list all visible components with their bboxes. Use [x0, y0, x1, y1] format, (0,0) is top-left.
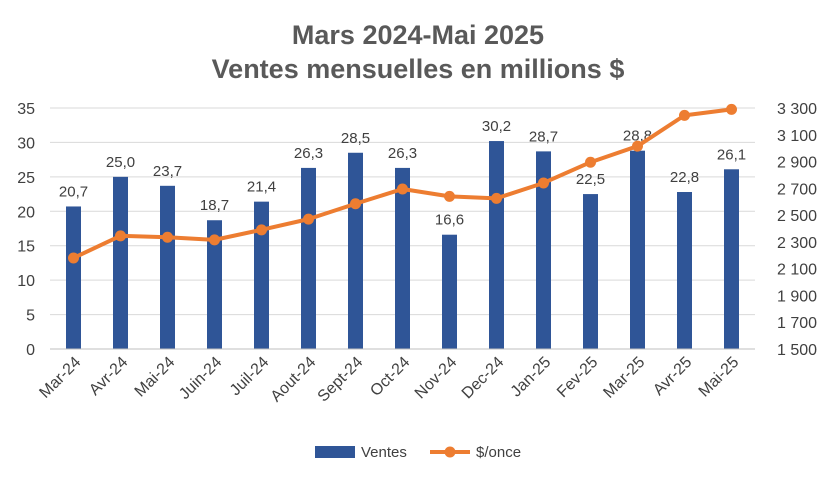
ventes-bar: [395, 167, 410, 349]
ventes-bar: [207, 220, 222, 349]
right-y-tick-label: 2 100: [777, 262, 817, 279]
right-y-tick-label: 2 500: [777, 208, 817, 225]
ventes-data-labels: 20,7 25,0 23,7 18,7 21,4 26,3 28,5 26,3 16,6 30,2…: [59, 118, 746, 229]
legend-price-label: $/once: [476, 444, 521, 461]
x-tick-label: Avr-25: [650, 354, 695, 399]
price-point: [726, 103, 737, 115]
price-point: [256, 224, 267, 236]
ventes-data-label: 23,7: [153, 163, 182, 180]
ventes-bar: [66, 206, 81, 349]
x-tick-label: Mar-24: [36, 354, 84, 402]
ventes-bar: [630, 150, 645, 349]
legend-ventes-swatch: [315, 446, 355, 458]
price-point: [679, 109, 690, 121]
ventes-bar: [301, 167, 316, 349]
ventes-bar: [677, 192, 692, 349]
right-y-tick-label: 2 900: [777, 155, 817, 172]
ventes-bar: [489, 141, 504, 349]
right-y-tick-label: 3 300: [777, 101, 817, 118]
ventes-bar: [160, 185, 175, 349]
ventes-bar: [254, 201, 269, 349]
x-tick-label: Jan-25: [508, 354, 555, 401]
price-line-series: [68, 103, 737, 264]
price-point: [68, 252, 79, 264]
ventes-data-label: 26,3: [388, 145, 417, 162]
legend-price-swatch-marker: [444, 446, 456, 458]
right-y-tick-label: 1 900: [777, 288, 817, 305]
right-y-tick-label: 1 700: [777, 315, 817, 332]
x-tick-label: Sept-24: [315, 354, 367, 406]
x-tick-label: Juil-24: [227, 354, 272, 399]
price-point: [632, 140, 643, 152]
ventes-data-label: 21,4: [247, 179, 276, 196]
left-y-tick-label: 20: [17, 204, 35, 221]
left-y-axis: 0 5 10 15 20 25 30 35: [17, 101, 35, 359]
ventes-bar: [113, 176, 128, 349]
left-y-tick-label: 35: [17, 101, 35, 118]
x-tick-label: Mai-25: [696, 354, 743, 401]
right-y-tick-label: 3 100: [777, 128, 817, 145]
ventes-bar: [348, 152, 363, 349]
x-tick-label: Fev-25: [554, 354, 601, 401]
left-y-tick-label: 0: [26, 342, 35, 359]
ventes-bars: [66, 141, 739, 349]
ventes-data-label: 26,1: [717, 146, 746, 163]
x-tick-label: Juin-24: [176, 354, 225, 403]
price-point: [444, 190, 455, 202]
right-y-tick-label: 2 700: [777, 181, 817, 198]
left-y-tick-label: 10: [17, 273, 35, 290]
legend: Ventes $/once: [315, 444, 521, 461]
right-y-tick-label: 2 300: [777, 235, 817, 252]
ventes-bar: [536, 151, 551, 349]
ventes-bar: [583, 194, 598, 349]
x-tick-label: Mai-24: [132, 354, 179, 401]
ventes-data-label: 18,7: [200, 197, 229, 214]
ventes-data-label: 16,6: [435, 212, 464, 229]
price-point: [162, 231, 173, 243]
price-point: [115, 230, 126, 242]
price-point: [350, 198, 361, 210]
price-point: [397, 183, 408, 195]
x-tick-label: Mar-25: [600, 354, 648, 402]
ventes-data-label: 26,3: [294, 145, 323, 162]
x-tick-label: Nov-24: [412, 354, 461, 403]
ventes-data-label: 28,5: [341, 130, 370, 147]
ventes-data-label: 28,7: [529, 128, 558, 145]
chart-title-line-1: Mars 2024-Mai 2025: [292, 20, 544, 50]
ventes-data-label: 20,7: [59, 183, 88, 200]
price-point: [209, 234, 220, 246]
ventes-data-label: 30,2: [482, 118, 511, 135]
ventes-bar: [442, 234, 457, 349]
price-point: [491, 192, 502, 204]
price-point: [538, 177, 549, 189]
x-tick-label: Avr-24: [86, 354, 131, 399]
x-tick-label: Dec-24: [459, 354, 508, 403]
legend-ventes-label: Ventes: [361, 444, 407, 461]
right-y-axis: 1 500 1 700 1 900 2 100 2 300 2 500 2 700 2 900…: [777, 101, 817, 359]
price-point: [303, 213, 314, 225]
ventes-data-label: 22,5: [576, 171, 605, 188]
price-point: [585, 156, 596, 168]
ventes-bar: [724, 169, 739, 349]
chart-title-line-2: Ventes mensuelles en millions $: [212, 54, 625, 84]
ventes-data-label: 22,8: [670, 169, 699, 186]
right-y-tick-label: 1 500: [777, 342, 817, 359]
left-y-tick-label: 5: [26, 308, 35, 325]
left-y-tick-label: 15: [17, 239, 35, 256]
left-y-tick-label: 25: [17, 170, 35, 187]
x-tick-label: Oct-24: [367, 354, 413, 400]
left-y-tick-label: 30: [17, 135, 35, 152]
x-tick-label: Aout-24: [268, 354, 320, 406]
ventes-data-label: 25,0: [106, 154, 135, 171]
